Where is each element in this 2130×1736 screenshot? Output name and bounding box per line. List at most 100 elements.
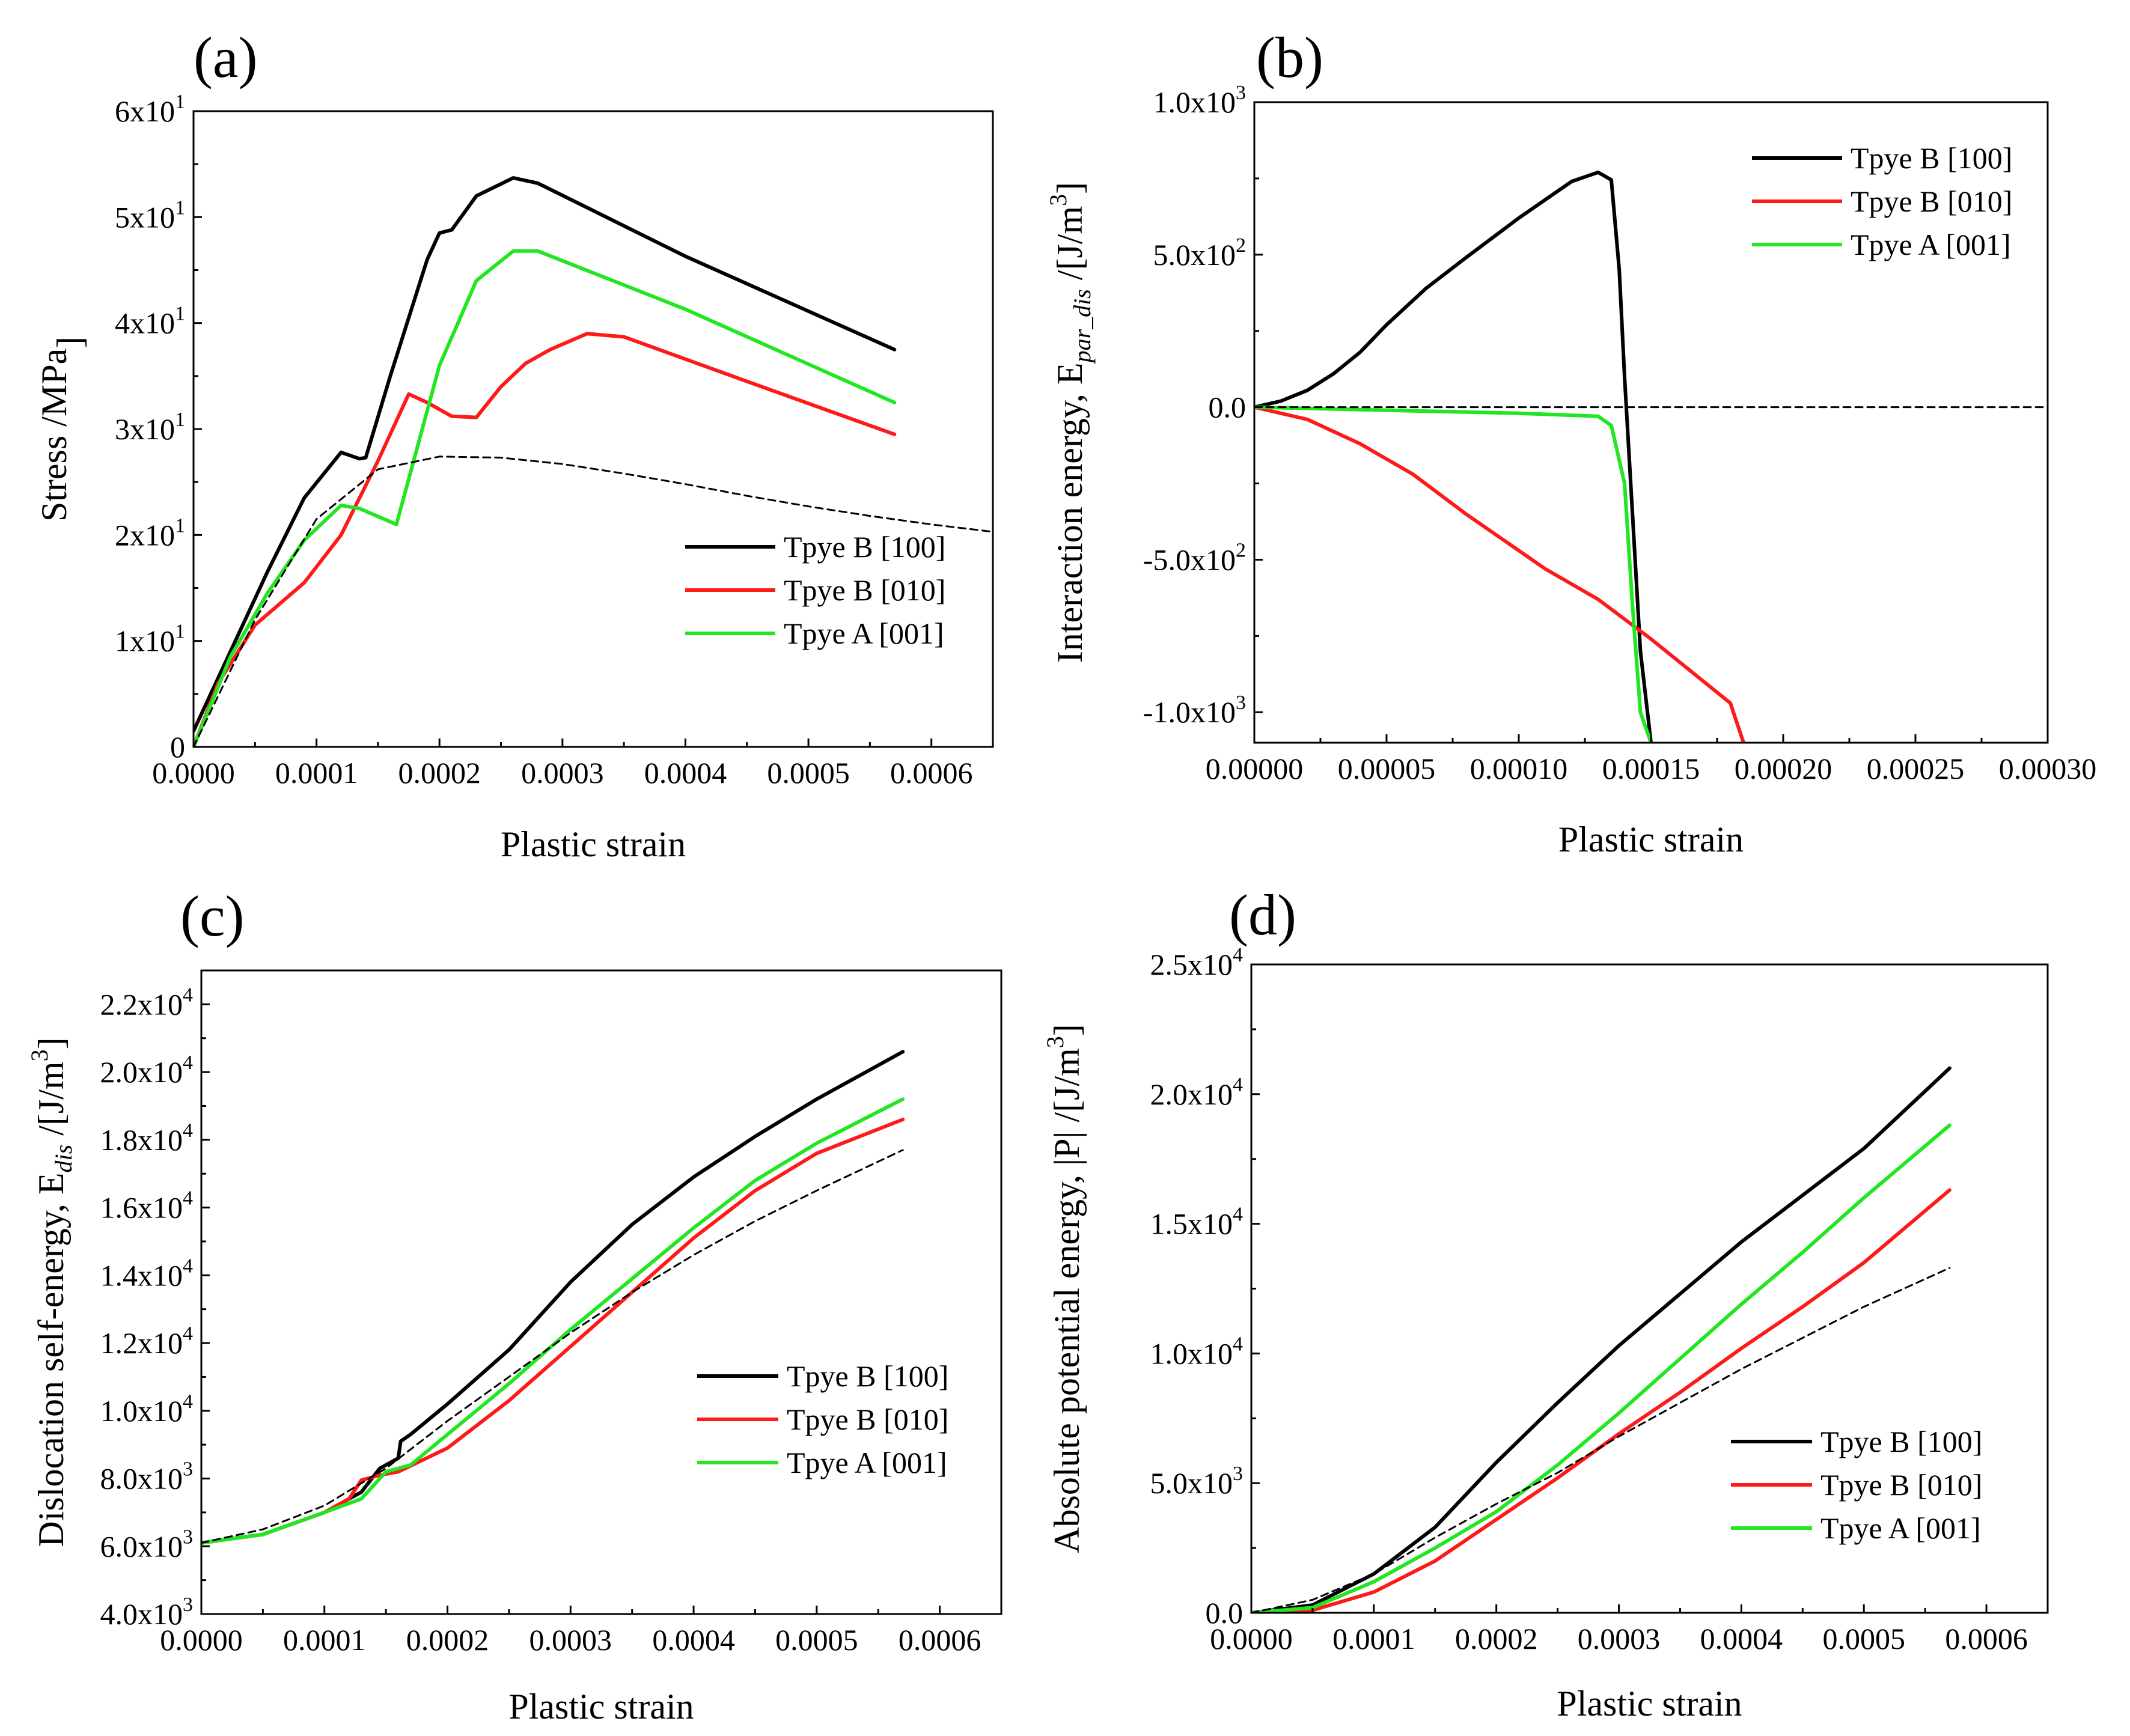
y-tick-label: 1.2x104 xyxy=(100,1323,194,1360)
y-axis-title-superscript: 3 xyxy=(1042,1036,1069,1048)
y-tick-label-exponent: 4 xyxy=(183,1052,193,1074)
series-line-tpye-b-010 xyxy=(1251,1188,1951,1613)
panel-d: 0.0000 0.0001 0.0002 0.0003 0.0004 0.0005 0.00… xyxy=(1042,883,2049,1723)
y-tick-label-exponent: 3 xyxy=(1236,82,1246,104)
x-tick-label: 0.00015 xyxy=(1602,752,1700,785)
panel-b: 0.00000 0.00005 0.00010 0.00015 0.00020 0.000… xyxy=(1045,25,2096,859)
y-tick-label-exponent: 4 xyxy=(1233,1204,1243,1226)
y-axis-title-unit: /[J/m xyxy=(1050,206,1090,289)
plot-area xyxy=(194,176,993,747)
x-tick-label: 0.00030 xyxy=(1999,752,2097,785)
y-tick-label: 1.0x104 xyxy=(100,1390,194,1428)
y-tick-label-base: -5.0x10 xyxy=(1143,543,1236,576)
x-tick-label: 0.0000 xyxy=(1210,1622,1293,1655)
y-tick-label: 1.0x103 xyxy=(1153,82,1247,119)
legend-label: Tpye B [010] xyxy=(1851,184,2012,218)
y-tick-label-base: 2x10 xyxy=(115,518,175,552)
y-tick-label-exponent: 4 xyxy=(183,1255,193,1277)
legend-label: Tpye B [010] xyxy=(787,1403,948,1436)
y-tick-label: 0.0 xyxy=(1209,391,1247,424)
x-tick-label: 0.0001 xyxy=(275,756,358,790)
y-axis-title-close: ] xyxy=(50,337,90,349)
legend-label: Tpye B [100] xyxy=(1851,141,2012,175)
y-tick-label-exponent: 3 xyxy=(1233,1463,1243,1485)
x-axis-title: Plastic strain xyxy=(1557,1684,1742,1723)
y-tick-label-exponent: 3 xyxy=(183,1526,193,1548)
y-tick-label-base: -1.0x10 xyxy=(1143,695,1236,729)
series-line-tpye-b-010 xyxy=(194,332,897,747)
y-axis-title-superscript: 3 xyxy=(26,1049,53,1061)
y-tick-label: 5x101 xyxy=(115,196,185,234)
legend-label: Tpye B [100] xyxy=(784,530,945,564)
x-tick-label: 0.0000 xyxy=(160,1623,243,1657)
y-tick-label: 0 xyxy=(170,730,185,764)
y-tick-label-base: 1.5x10 xyxy=(1150,1207,1233,1241)
legend: Tpye B [100] Tpye B [010] Tpye A [001] xyxy=(1731,1425,1982,1545)
y-tick-label-base: 6.0x10 xyxy=(100,1529,183,1563)
y-tick-label-exponent: 3 xyxy=(183,1594,193,1616)
y-tick-label-base: 1.0x10 xyxy=(1150,1336,1233,1370)
y-tick-label-exponent: 2 xyxy=(1236,234,1246,257)
y-axis-title: Absolute potential energy, |P| /[J/m3] xyxy=(1042,1024,1087,1553)
y-tick-label: 3x101 xyxy=(115,409,185,446)
y-tick-label: 1.6x104 xyxy=(100,1187,194,1225)
y-tick-label-exponent: 1 xyxy=(175,196,185,219)
y-tick-label-exponent: 4 xyxy=(183,1390,193,1413)
x-tick-label: 0.0002 xyxy=(398,756,481,790)
x-tick-label: 0.0002 xyxy=(406,1623,489,1657)
x-tick-label: 0.00020 xyxy=(1735,752,1832,785)
y-tick-label-base: 2.0x10 xyxy=(1150,1077,1233,1111)
x-tick-label: 0.00000 xyxy=(1206,752,1304,785)
y-tick-label: -5.0x102 xyxy=(1143,539,1246,576)
reference-dashed-line xyxy=(194,455,993,747)
y-tick-label-base: 4.0x10 xyxy=(100,1597,183,1631)
y-tick-label-base: 1.0x10 xyxy=(1153,85,1236,119)
x-tick-label: 0.0005 xyxy=(775,1623,858,1657)
y-tick-label-exponent: 1 xyxy=(175,409,185,431)
series-line-tpye-b-100 xyxy=(1251,1066,1951,1613)
y-tick-label-exponent: 4 xyxy=(183,1187,193,1210)
plot-frame xyxy=(192,110,994,748)
y-tick-label-exponent: 1 xyxy=(175,91,185,113)
y-tick-label: 8.0x103 xyxy=(100,1458,194,1496)
x-tick-label: 0.0004 xyxy=(1700,1622,1783,1655)
x-tick-label: 0.00025 xyxy=(1867,752,1965,785)
reference-dashed-line xyxy=(1251,1267,1951,1613)
y-axis-title-subscript: par_dis xyxy=(1069,289,1096,364)
y-axis-title-text: Dislocation self-energy, E xyxy=(31,1172,71,1547)
x-tick-label: 0.0006 xyxy=(899,1623,981,1657)
y-axis-title-close: ] xyxy=(1050,182,1090,194)
legend-label: Tpye A [001] xyxy=(1851,228,2011,261)
legend-label: Tpye B [100] xyxy=(1820,1425,1982,1458)
y-axis-title: Stress /MPa] xyxy=(34,337,90,522)
y-tick-label: 1.4x104 xyxy=(100,1255,194,1292)
series-line-tpye-a-001 xyxy=(201,1097,905,1545)
y-tick-label: 4.0x103 xyxy=(100,1594,194,1631)
y-tick-label: 5.0x103 xyxy=(1150,1463,1244,1500)
y-tick-label-base: 4x10 xyxy=(115,306,175,340)
y-tick-label-base: 1.0x10 xyxy=(100,1394,183,1428)
x-axis-title: Plastic strain xyxy=(508,1687,694,1726)
x-axis-title: Plastic strain xyxy=(501,824,686,864)
y-tick-label-base: 2.0x10 xyxy=(100,1055,183,1089)
y-tick-label-base: 6x10 xyxy=(115,94,175,128)
y-tick-label: 6x101 xyxy=(115,91,185,128)
y-tick-label-exponent: 4 xyxy=(1233,1074,1243,1096)
panel-c: 0.0000 0.0001 0.0002 0.0003 0.0004 0.0005 0.00… xyxy=(26,884,1002,1726)
y-tick-label: 2x101 xyxy=(115,514,185,552)
x-axis-title: Plastic strain xyxy=(1558,820,1744,859)
y-axis-title-close: ] xyxy=(31,1037,71,1049)
x-tick-label: 0.0003 xyxy=(521,756,604,790)
y-tick-label: 2.0x104 xyxy=(100,1052,194,1089)
legend-label: Tpye A [001] xyxy=(784,617,944,650)
panel-label: (a) xyxy=(194,25,258,90)
y-tick-label-exponent: 4 xyxy=(183,984,193,1006)
x-tick-label: 0.0004 xyxy=(652,1623,735,1657)
panel-label: (b) xyxy=(1256,25,1323,90)
y-tick-label-exponent: 3 xyxy=(1236,692,1246,714)
y-tick-label-exponent: 1 xyxy=(175,621,185,643)
y-tick-label: 6.0x103 xyxy=(100,1526,194,1563)
y-tick-label-base: 1.8x10 xyxy=(100,1123,183,1157)
y-tick-label-base: 5.0x10 xyxy=(1153,238,1236,272)
reference-dashed-line xyxy=(201,1149,904,1544)
